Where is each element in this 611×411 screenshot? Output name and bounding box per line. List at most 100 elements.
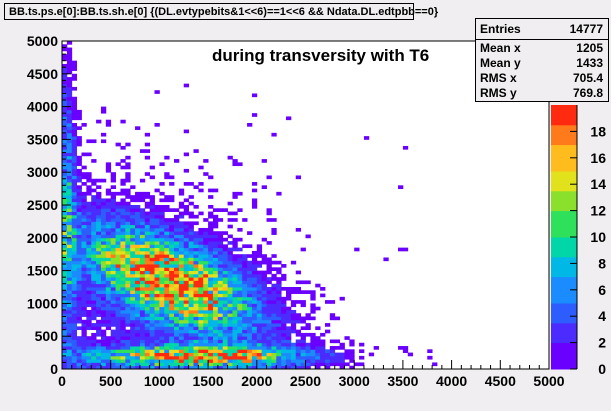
heatmap-cell — [115, 191, 121, 196]
colorbar-segment — [551, 237, 577, 245]
heatmap-cell — [295, 319, 302, 324]
heatmap-cell — [81, 290, 87, 294]
heatmap-cell — [96, 201, 102, 206]
heatmap-cell — [120, 296, 126, 301]
heatmap-cell — [86, 287, 92, 291]
heatmap-cell — [139, 231, 146, 235]
heatmap-cell — [242, 283, 248, 288]
heatmap-cell — [373, 346, 379, 350]
heatmap-cell — [110, 313, 116, 317]
heatmap-cell — [66, 57, 73, 62]
heatmap-cell — [81, 182, 87, 186]
heatmap-cell — [66, 54, 73, 58]
heatmap-cell — [105, 191, 112, 196]
heatmap-cell — [212, 244, 219, 249]
heatmap-cell — [271, 218, 277, 222]
heatmap-cell — [178, 280, 185, 285]
heatmap-cell — [281, 277, 287, 281]
heatmap-cell — [227, 300, 233, 304]
heatmap-cell — [232, 257, 238, 262]
heatmap-cell — [120, 359, 126, 363]
heatmap-cell — [208, 336, 214, 340]
heatmap-cell — [232, 326, 238, 331]
heatmap-cell — [261, 283, 267, 288]
heatmap-cell — [91, 227, 97, 232]
heatmap-cell — [91, 264, 97, 268]
heatmap-cell — [110, 221, 116, 226]
heatmap-cell — [110, 336, 116, 340]
x-tick-label: 3500 — [387, 373, 418, 389]
heatmap-cell — [334, 346, 340, 350]
heatmap-cell — [164, 224, 170, 229]
heatmap-cell — [76, 250, 82, 255]
heatmap-cell — [81, 362, 87, 367]
heatmap-cell — [261, 257, 267, 262]
heatmap-cell — [222, 257, 228, 262]
heatmap-cell — [149, 198, 155, 203]
heatmap-cell — [247, 296, 253, 301]
x-tick-label: 1000 — [144, 373, 175, 389]
heatmap-cell — [174, 287, 180, 291]
heatmap-cell — [300, 332, 306, 337]
heatmap-cell — [159, 287, 165, 291]
heatmap-cell — [66, 241, 73, 245]
heatmap-cell — [198, 182, 204, 186]
heatmap-cell — [71, 342, 78, 347]
heatmap-cell — [271, 254, 277, 258]
heatmap-cell — [100, 352, 107, 357]
heatmap-cell — [251, 264, 258, 268]
heatmap-cell — [120, 254, 126, 258]
heatmap-cell — [193, 365, 199, 370]
heatmap-cell — [266, 264, 272, 268]
heatmap-cell — [256, 280, 263, 285]
heatmap-cell — [251, 352, 258, 357]
heatmap-cell — [212, 267, 219, 271]
heatmap-cell — [81, 201, 87, 206]
heatmap-cell — [247, 123, 253, 127]
heatmap-cell — [266, 175, 272, 180]
heatmap-cell — [222, 352, 228, 357]
heatmap-cell — [91, 178, 97, 183]
heatmap-cell — [217, 244, 224, 249]
heatmap-cell — [62, 277, 68, 281]
heatmap-cell — [344, 336, 350, 340]
heatmap-cell — [135, 237, 141, 242]
heatmap-cell — [110, 293, 116, 298]
heatmap-cell — [169, 329, 175, 334]
heatmap-cell — [115, 214, 121, 219]
heatmap-cell — [198, 254, 204, 258]
heatmap-cell — [144, 172, 151, 176]
heatmap-cell — [91, 316, 97, 321]
heatmap-cell — [115, 342, 121, 347]
heatmap-cell — [105, 234, 112, 239]
heatmap-cell — [266, 290, 272, 294]
heatmap-cell — [96, 244, 102, 249]
heatmap-cell — [125, 300, 131, 304]
heatmap-cell — [125, 336, 131, 340]
heatmap-cell — [139, 254, 146, 258]
heatmap-cell — [62, 244, 68, 249]
heatmap-cell — [237, 264, 243, 268]
heatmap-cell — [62, 123, 68, 127]
heatmap-cell — [81, 306, 87, 311]
heatmap-cell — [183, 234, 190, 239]
heatmap-cell — [183, 329, 190, 334]
heatmap-cell — [66, 93, 73, 98]
heatmap-cell — [62, 136, 68, 140]
heatmap-cell — [154, 90, 160, 94]
heatmap-cell — [139, 211, 146, 216]
heatmap-cell — [96, 205, 102, 209]
heatmap-cell — [159, 326, 165, 331]
heatmap-cell — [62, 250, 68, 255]
heatmap-cell — [169, 296, 175, 301]
heatmap-cell — [198, 332, 204, 337]
heatmap-cell — [66, 264, 73, 268]
colorbar-segment — [551, 144, 577, 152]
heatmap-cell — [76, 326, 82, 331]
heatmap-cell — [324, 359, 331, 363]
heatmap-cell — [217, 208, 224, 212]
heatmap-cell — [222, 323, 228, 327]
heatmap-cell — [62, 303, 68, 308]
heatmap-cell — [62, 326, 68, 331]
